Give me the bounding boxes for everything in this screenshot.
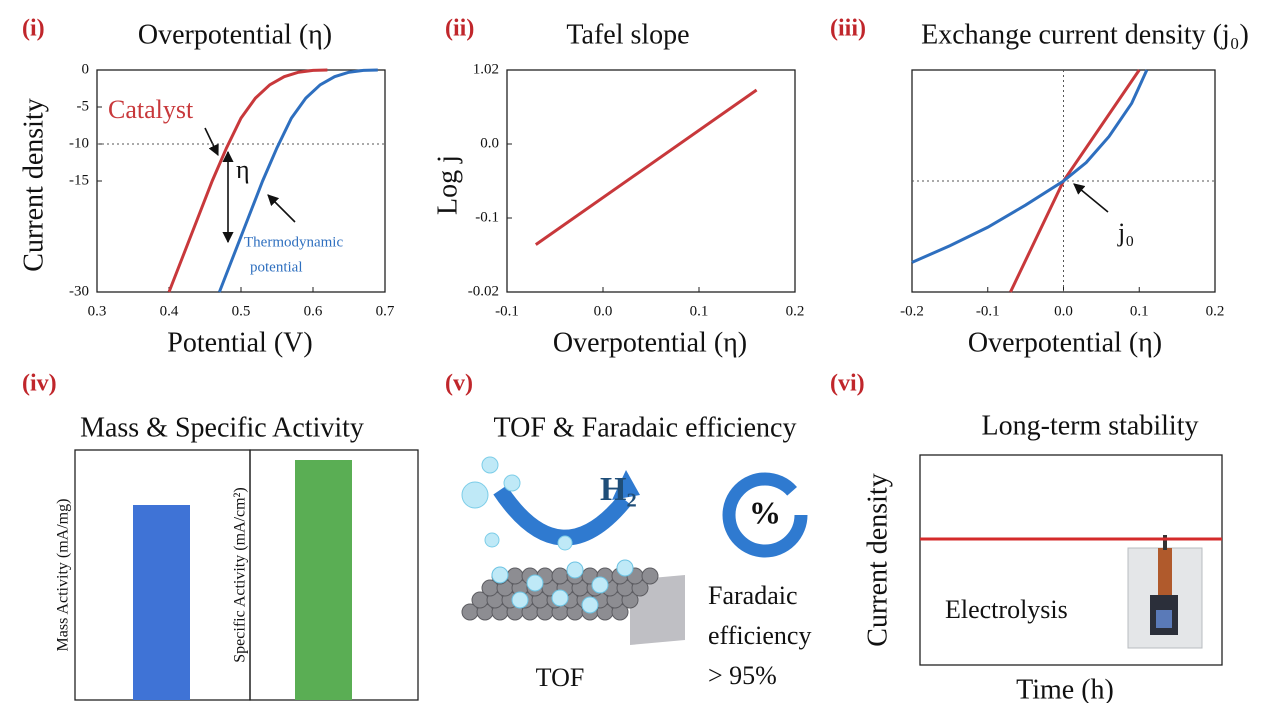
adsorbed-bubble: [511, 591, 529, 609]
efficiency-symbol: %: [749, 494, 781, 530]
panel-label: (ii): [445, 16, 474, 42]
panel-title: TOF & Faradaic efficiency: [494, 412, 797, 443]
annotation: potential: [250, 259, 303, 275]
arrow-head: [612, 470, 640, 500]
adsorbed-bubble: [581, 596, 599, 614]
bubble: [503, 474, 521, 492]
arrow: [204, 127, 219, 157]
plot-frame: [506, 69, 796, 293]
x-tick-label: 0.4: [160, 303, 179, 319]
panel-label: (vi): [830, 371, 865, 397]
electrode: [1158, 548, 1172, 598]
y-tick-label: -30: [69, 283, 89, 299]
line-series: [911, 69, 1149, 264]
y-axis-label: Current density: [862, 473, 893, 646]
y-tick-label: -10: [69, 135, 89, 151]
adsorbed-bubble: [491, 566, 509, 584]
series-label: Catalyst: [108, 95, 194, 124]
y-tick-label: -5: [77, 98, 90, 114]
annotation: Thermodynamic: [244, 234, 343, 250]
x-tick-label: 0.5: [232, 303, 251, 319]
bubble: [484, 532, 500, 548]
line-series: [534, 88, 758, 246]
y-tick-label: -0.1: [475, 209, 499, 225]
y-tick-label: -15: [69, 172, 89, 188]
y-tick-label: 0: [82, 61, 90, 77]
beaker: [1127, 535, 1203, 649]
y-axis-label: Mass Activity (mA/mg): [55, 499, 72, 652]
annotation: η: [236, 155, 250, 184]
arrows: [204, 127, 1109, 244]
y-axis-label: Log j: [432, 155, 463, 215]
arrow: [1073, 183, 1109, 213]
arrow: [267, 194, 296, 223]
plot-frame: [919, 454, 1223, 666]
x-tick-label: 0.6: [304, 303, 323, 319]
x-tick-label: 0.2: [1206, 303, 1225, 319]
chart-title: Tafel slope: [566, 19, 689, 50]
x-tick-label: 0.7: [376, 303, 395, 319]
chart-title: Long-term stability: [982, 410, 1199, 441]
ring: [722, 472, 808, 558]
tof-illustration: [461, 456, 808, 645]
panel-label: (i): [22, 16, 45, 42]
line-series: [167, 68, 328, 293]
annotation: Electrolysis: [945, 595, 1068, 624]
annotation: j₀: [1117, 218, 1134, 247]
panel-label: (iv): [22, 371, 57, 397]
adsorbed-bubble: [526, 574, 544, 592]
x-axis-label: Overpotential (η): [553, 327, 747, 358]
x-tick-label: 0.2: [786, 303, 805, 319]
chart-title: Overpotential (η): [138, 19, 332, 50]
y-tick-label: -0.02: [468, 283, 499, 299]
bar: [295, 460, 352, 700]
sphere: [551, 567, 569, 585]
electrode-window: [1156, 610, 1172, 628]
sphere: [641, 567, 659, 585]
x-tick-label: 0.1: [690, 303, 709, 319]
efficiency-text: efficiency: [708, 621, 811, 650]
x-tick-label: -0.1: [495, 303, 519, 319]
bubble: [557, 535, 573, 551]
y-tick-label: 1.02: [473, 61, 499, 77]
chart-title: Mass & Specific Activity: [80, 412, 364, 443]
bar: [133, 505, 190, 700]
x-tick-label: -0.1: [976, 303, 1000, 319]
bubble: [461, 481, 489, 509]
panel-label: (iii): [830, 16, 866, 42]
chart-title: Exchange current density (j₀): [921, 19, 1249, 50]
x-axis-label: Overpotential (η): [968, 327, 1162, 358]
y-axis-label: Specific Activity (mA/cm²): [232, 487, 249, 662]
y-tick-label: 0.0: [480, 135, 499, 151]
panel-label: (v): [445, 371, 473, 397]
x-axis-label: Potential (V): [167, 327, 312, 358]
x-tick-label: -0.2: [900, 303, 924, 319]
adsorbed-bubble: [591, 576, 609, 594]
product-label: H₂: [600, 471, 637, 508]
x-axis-label: Time (h): [1016, 674, 1114, 703]
line-series: [218, 68, 378, 293]
line-series: [1009, 69, 1141, 293]
adsorbed-bubble: [551, 589, 569, 607]
adsorbed-bubble: [566, 561, 584, 579]
x-tick-label: 0.3: [88, 303, 107, 319]
bubble: [481, 456, 499, 474]
efficiency-text: > 95%: [708, 661, 777, 690]
x-tick-label: 0.0: [1054, 303, 1073, 319]
tof-label: TOF: [536, 663, 585, 692]
x-tick-label: 0.0: [594, 303, 613, 319]
efficiency-text: Faradaic: [708, 581, 798, 610]
y-axis-label: Current density: [18, 98, 49, 271]
sphere: [506, 567, 524, 585]
x-tick-label: 0.1: [1130, 303, 1149, 319]
adsorbed-bubble: [616, 559, 634, 577]
